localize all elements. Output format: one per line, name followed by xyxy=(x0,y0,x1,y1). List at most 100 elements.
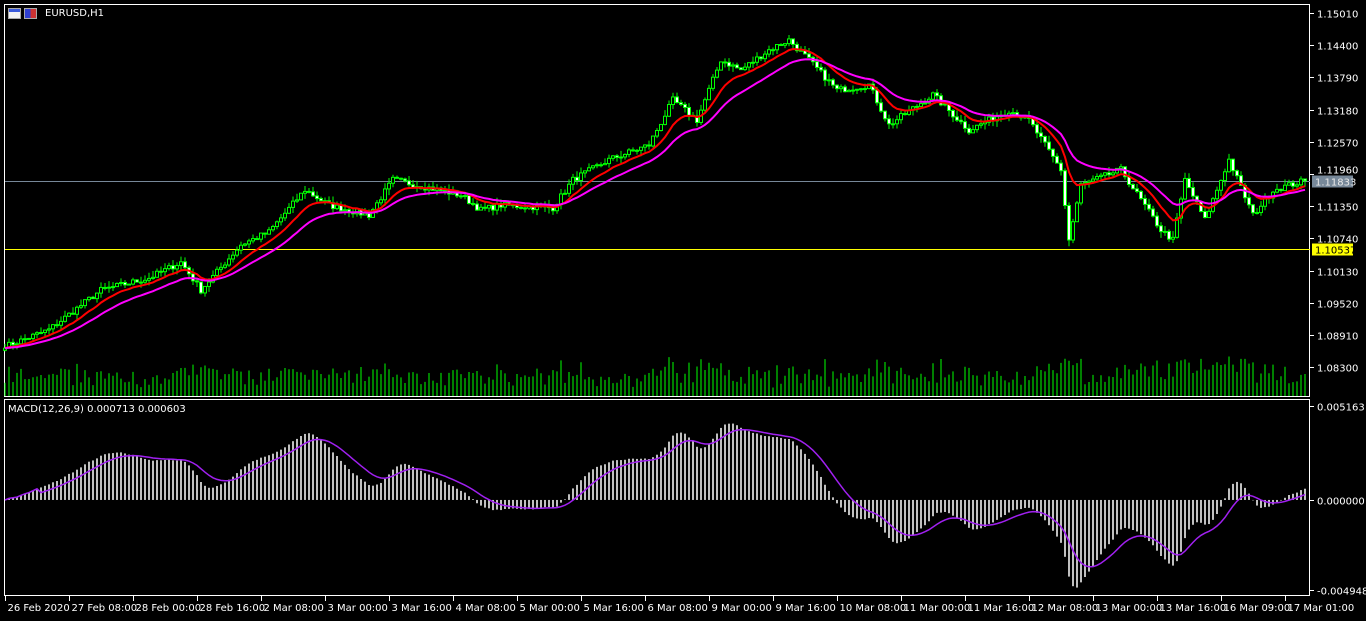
bull-candle xyxy=(335,204,339,210)
bull-candle xyxy=(75,306,79,315)
bull-candle xyxy=(1255,212,1259,215)
bull-candle xyxy=(571,176,575,185)
bull-candle xyxy=(751,61,755,64)
bull-candle xyxy=(383,188,387,201)
bull-candle xyxy=(1095,176,1099,180)
price-tick-label: 1.10130 xyxy=(1317,268,1358,279)
main-pane-border xyxy=(4,4,1310,397)
macd-histogram xyxy=(4,423,1306,588)
bull-candle xyxy=(239,244,243,251)
bear-candle xyxy=(807,53,811,58)
bull-candle xyxy=(855,88,859,91)
time-tick-label: 9 Mar 16:00 xyxy=(776,603,836,614)
time-tick-label: 11 Mar 16:00 xyxy=(968,603,1035,614)
macd-tick-label: 0.005163 xyxy=(1317,403,1365,414)
bear-candle xyxy=(1143,198,1147,205)
bull-candle xyxy=(15,343,19,346)
bull-candle xyxy=(39,332,43,335)
bull-candle xyxy=(227,258,231,266)
time-tick-label: 4 Mar 08:00 xyxy=(456,603,516,614)
window-icons xyxy=(8,8,37,19)
bull-candle xyxy=(231,254,235,260)
bear-candle xyxy=(727,61,731,67)
bear-candle xyxy=(1139,190,1143,200)
bear-candle xyxy=(183,261,187,269)
bull-candle xyxy=(847,89,851,93)
bull-candle xyxy=(35,332,39,335)
bear-candle xyxy=(1063,170,1067,206)
bull-candle xyxy=(87,296,91,301)
bear-candle xyxy=(835,84,839,90)
bear-candle xyxy=(831,79,835,86)
ma-slow-line xyxy=(4,58,1306,350)
bull-candle xyxy=(763,53,767,60)
bear-candle xyxy=(1147,203,1151,210)
bull-candle xyxy=(391,176,395,184)
macd-axis: 0.005163 0.000000 -0.004948 xyxy=(1310,403,1366,598)
bull-candle xyxy=(387,182,391,190)
bull-candle xyxy=(671,96,675,106)
bull-candle xyxy=(207,281,211,287)
bear-candle xyxy=(263,232,267,235)
bull-candle xyxy=(47,328,51,331)
bear-candle xyxy=(71,312,75,315)
macd-pane-border xyxy=(4,399,1310,596)
bull-candle xyxy=(775,44,779,51)
bull-candle xyxy=(711,76,715,89)
bear-candle xyxy=(483,206,487,209)
bull-candle xyxy=(1119,166,1123,169)
bull-candle xyxy=(651,135,655,147)
bull-candle xyxy=(235,249,239,256)
bull-candle xyxy=(303,190,307,194)
bull-candle xyxy=(247,240,251,245)
bull-candle xyxy=(1179,198,1183,219)
bull-candle xyxy=(1011,112,1015,115)
bear-candle xyxy=(1279,188,1283,192)
bull-candle xyxy=(627,149,631,155)
bear-candle xyxy=(1155,215,1159,227)
price-levels xyxy=(5,181,1310,250)
bull-candle xyxy=(79,305,83,308)
bull-candle xyxy=(19,338,23,345)
bull-candle xyxy=(663,115,667,125)
bear-candle xyxy=(791,38,795,45)
bull-candle xyxy=(655,130,659,137)
bear-candle xyxy=(307,190,311,193)
price-tick-label: 1.11350 xyxy=(1317,203,1358,214)
bull-candle xyxy=(783,43,787,46)
bear-candle xyxy=(903,113,907,116)
bear-candle xyxy=(823,69,827,81)
bull-candle xyxy=(923,102,927,105)
bull-candle xyxy=(915,105,919,108)
price-tick-label: 1.08300 xyxy=(1317,364,1358,375)
bull-candle xyxy=(1103,172,1107,176)
bear-candle xyxy=(1231,158,1235,172)
bull-candle xyxy=(1223,171,1227,181)
bear-candle xyxy=(1039,132,1043,138)
bid-price-label: 1.11833 xyxy=(1315,178,1356,189)
bull-candle xyxy=(599,164,603,167)
bull-candle xyxy=(659,123,663,132)
bull-candle xyxy=(943,103,947,106)
time-tick-label: 13 Mar 16:00 xyxy=(1160,603,1227,614)
bear-candle xyxy=(491,204,495,211)
time-tick-label: 3 Mar 00:00 xyxy=(328,603,388,614)
bear-candle xyxy=(475,203,479,211)
bear-candle xyxy=(1291,182,1295,187)
bull-candle xyxy=(579,172,583,182)
bull-candle xyxy=(379,199,383,204)
time-tick-label: 6 Mar 08:00 xyxy=(648,603,708,614)
bear-candle xyxy=(1123,166,1127,178)
bull-candle xyxy=(1087,180,1091,184)
bull-candle xyxy=(63,315,67,322)
bull-candle xyxy=(299,192,303,201)
price-axis[interactable]: 1.11833 1.10537 1.15010 1.14400 1.13790 1.131… xyxy=(1310,10,1358,375)
time-tick-label: 5 Mar 00:00 xyxy=(520,603,580,614)
bull-candle xyxy=(707,87,711,101)
ma-fast-line xyxy=(4,47,1306,350)
bear-candle xyxy=(795,43,799,52)
bull-candle xyxy=(895,119,899,125)
bull-candle xyxy=(1111,172,1115,176)
